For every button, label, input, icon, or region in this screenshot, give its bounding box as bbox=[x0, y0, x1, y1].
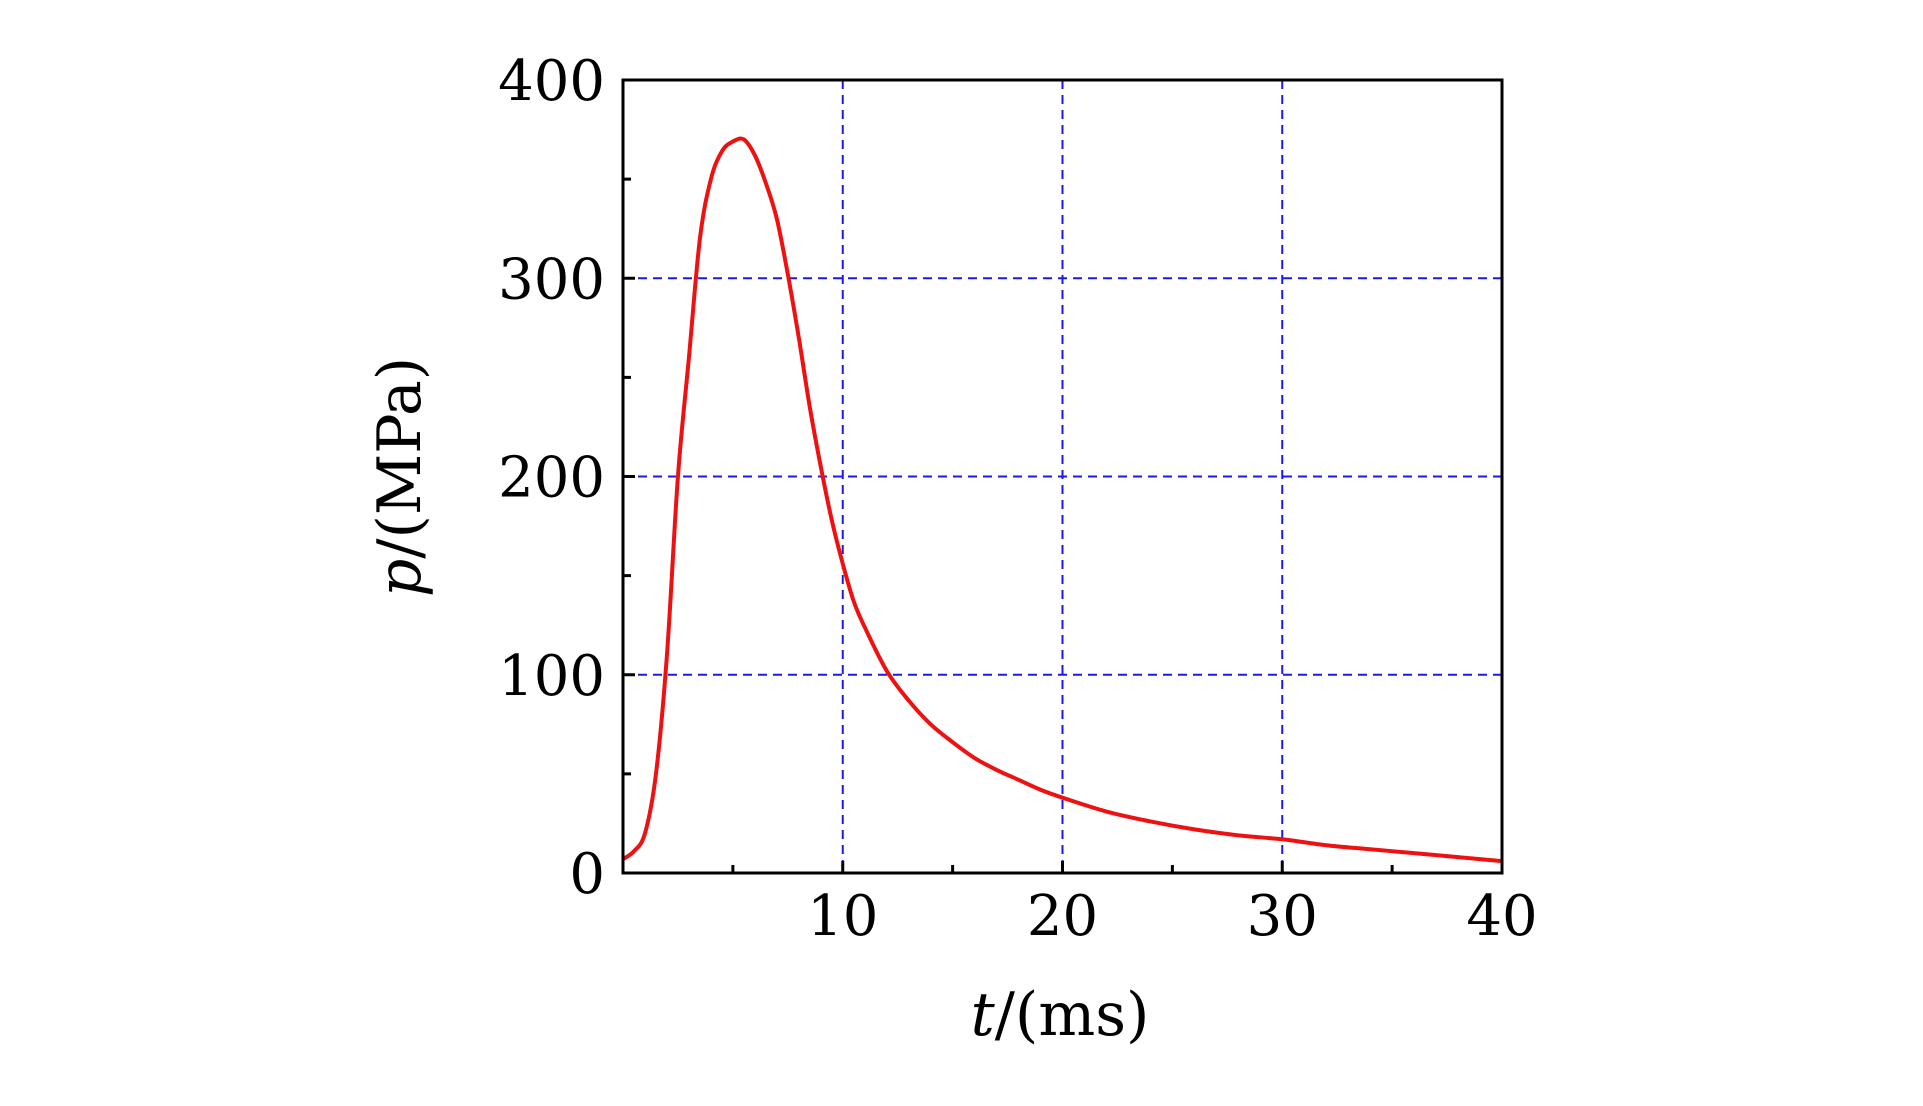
y-axis-variable: p bbox=[365, 559, 435, 597]
y-tick-label-0: 0 bbox=[569, 842, 605, 907]
y-axis-label: p/(MPa) bbox=[365, 357, 435, 597]
x-axis-unit: /(ms) bbox=[995, 980, 1150, 1050]
y-tick-label-300: 300 bbox=[498, 247, 605, 312]
x-tick-label-10: 10 bbox=[807, 884, 878, 949]
series-layer bbox=[621, 136, 1503, 864]
x-axis-label: t/(ms) bbox=[971, 980, 1150, 1050]
x-tick-label-30: 30 bbox=[1247, 884, 1318, 949]
x-tick-label-40: 40 bbox=[1466, 884, 1537, 949]
x-axis-variable: t bbox=[971, 980, 996, 1050]
grid-lines bbox=[623, 80, 1502, 873]
y-tick-label-200: 200 bbox=[498, 446, 605, 511]
axis-ticks bbox=[623, 78, 1504, 875]
y-axis-unit: /(MPa) bbox=[365, 357, 435, 559]
y-tick-label-100: 100 bbox=[498, 644, 605, 709]
x-tick-label-20: 20 bbox=[1027, 884, 1098, 949]
y-tick-label-400: 400 bbox=[498, 49, 605, 114]
series-line-0 bbox=[621, 136, 1503, 864]
